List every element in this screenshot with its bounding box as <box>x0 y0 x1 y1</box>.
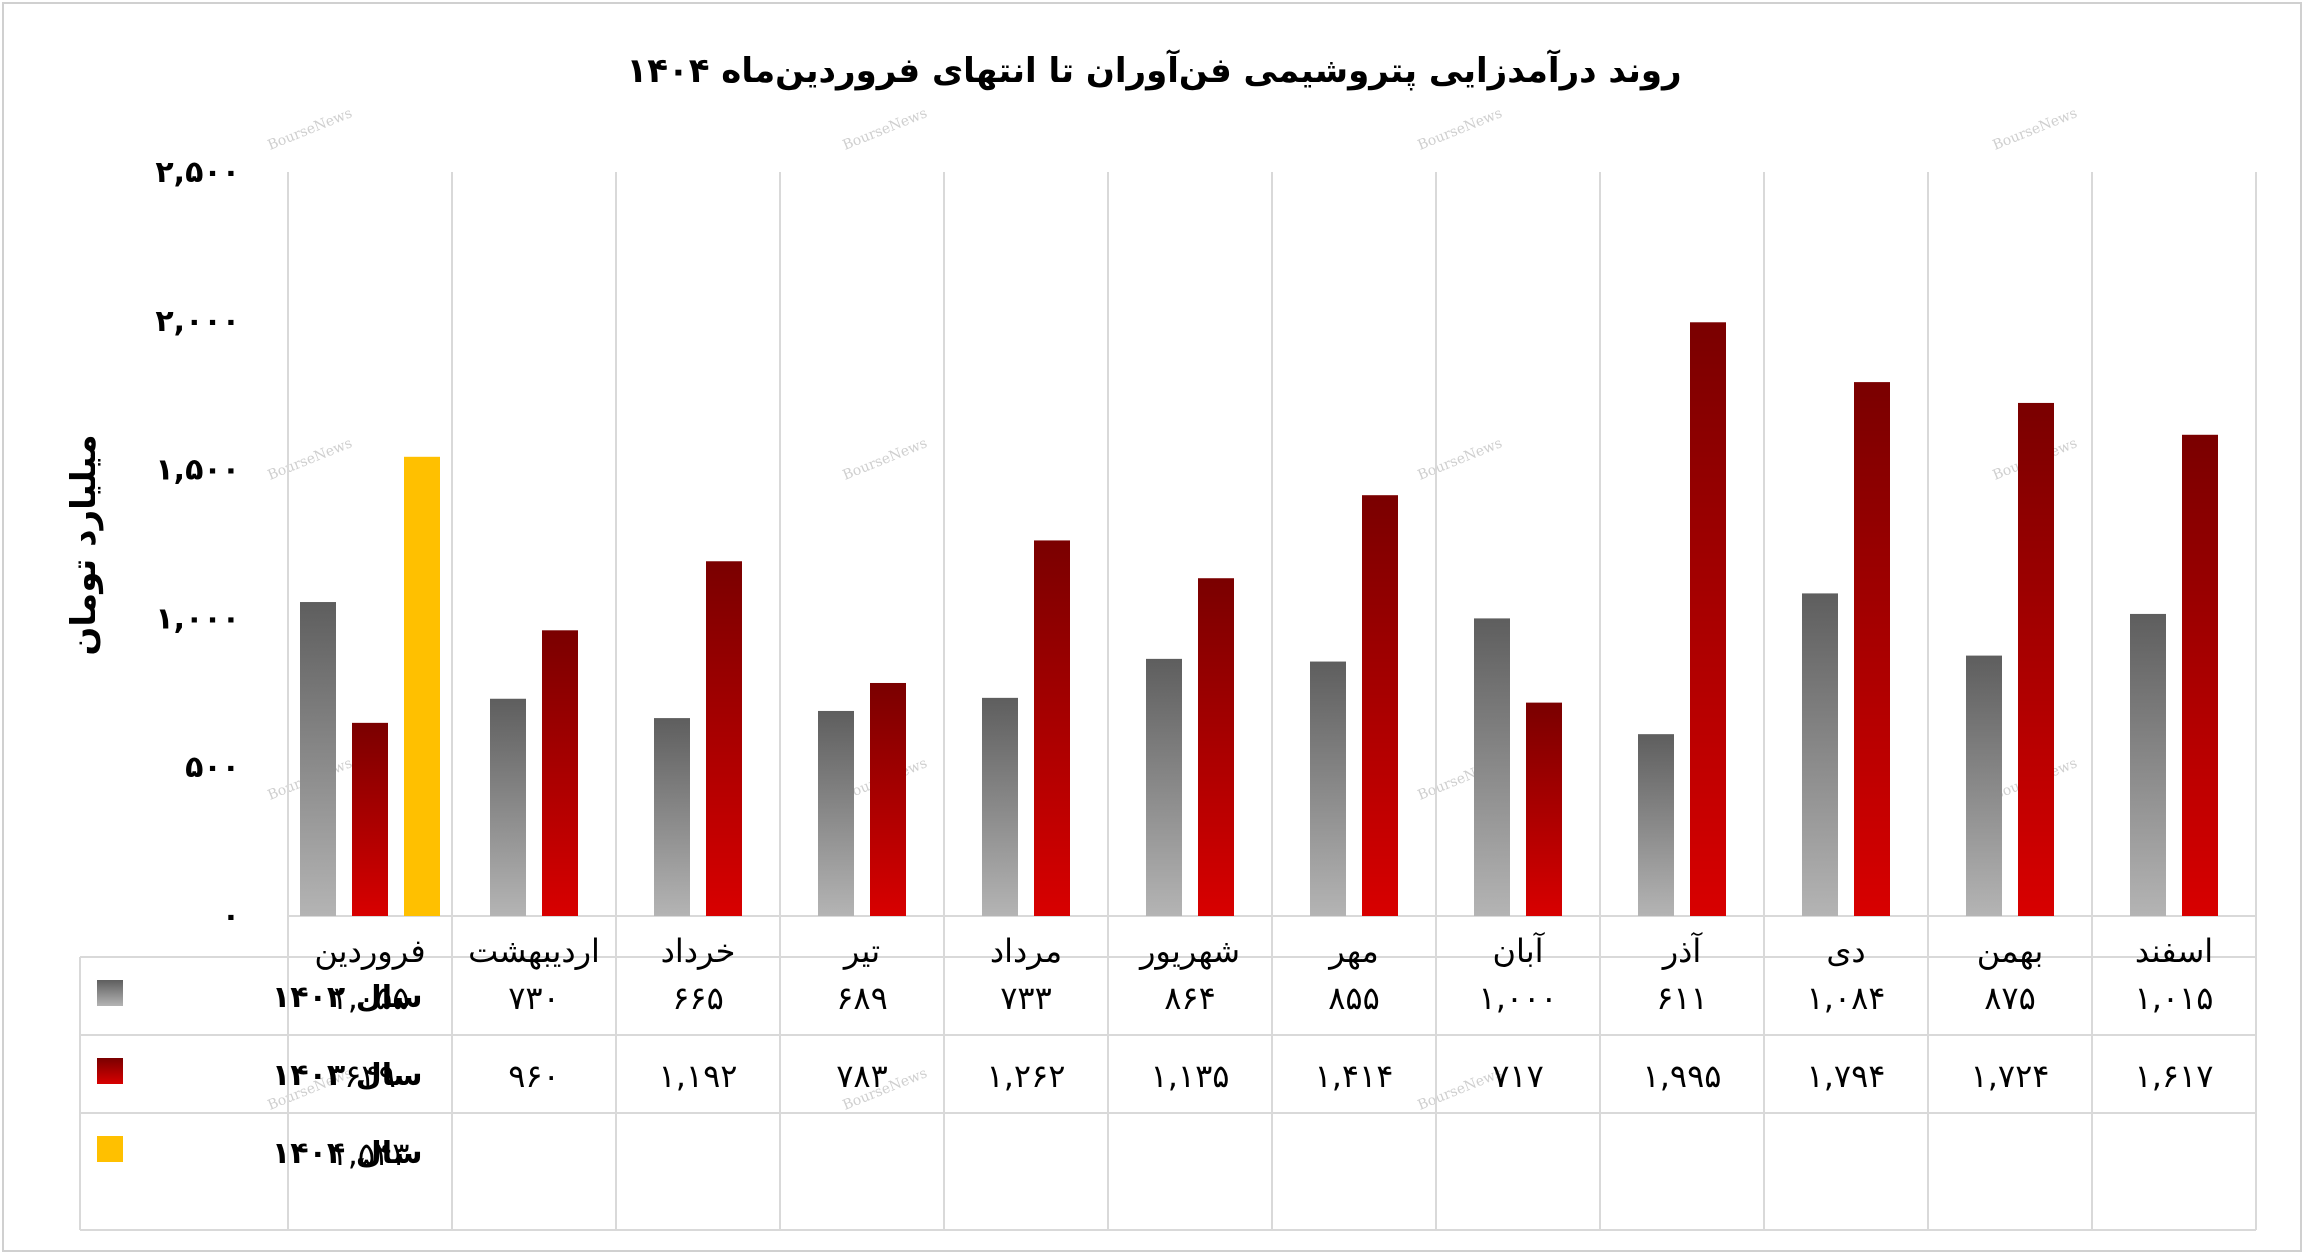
bar-0-10 <box>1966 656 2002 916</box>
y-axis-label: میلیارد تومان <box>64 434 104 655</box>
bar-1-4 <box>1034 540 1070 916</box>
bar-0-1 <box>490 699 526 916</box>
table-cell-0-10: ۸۷۵ <box>1984 979 2036 1017</box>
category-label: آبان <box>1492 931 1545 970</box>
bar-0-9 <box>1802 593 1838 916</box>
bar-0-11 <box>2130 614 2166 916</box>
table-cell-0-9: ۱,۰۸۴ <box>1807 979 1886 1017</box>
table-cell-0-2: ۶۶۵ <box>672 979 724 1017</box>
table-cell-1-5: ۱,۱۳۵ <box>1151 1057 1230 1095</box>
y-tick-label: ۲,۵۰۰ <box>155 155 240 190</box>
table-cell-1-9: ۱,۷۹۴ <box>1807 1057 1886 1095</box>
table-cell-1-2: ۱,۱۹۲ <box>659 1057 738 1095</box>
bar-1-0 <box>352 723 388 916</box>
bar-1-3 <box>870 683 906 916</box>
bar-0-4 <box>982 698 1018 916</box>
y-tick-label: ۰ <box>222 899 240 934</box>
bar-2-0 <box>404 457 440 916</box>
table-cell-1-3: ۷۸۳ <box>836 1057 888 1095</box>
watermark-text-4: BourseNews <box>266 435 355 483</box>
category-label: مهر <box>1327 932 1379 970</box>
table-cell-1-8: ۱,۹۹۵ <box>1643 1057 1722 1095</box>
y-axis-ticks: ۰ ۵۰۰ ۱,۰۰۰ ۱,۵۰۰ ۲,۰۰۰ ۲,۵۰۰ <box>155 155 240 934</box>
table-cell-0-1: ۷۳۰ <box>508 979 560 1017</box>
table-cell-0-0: ۱,۰۵۵ <box>331 979 410 1017</box>
y-tick-label: ۱,۵۰۰ <box>155 453 240 488</box>
table-cell-0-6: ۸۵۵ <box>1328 979 1380 1017</box>
table-cell-0-7: ۱,۰۰۰ <box>1479 979 1558 1017</box>
table-cell-1-0: ۶۴۹ <box>344 1057 396 1095</box>
bar-1-8 <box>1690 322 1726 916</box>
legend-swatch-0 <box>97 980 123 1006</box>
bar-1-5 <box>1198 578 1234 916</box>
bar-1-10 <box>2018 403 2054 916</box>
bar-1-6 <box>1362 495 1398 916</box>
table-cell-1-1: ۹۶۰ <box>508 1057 560 1095</box>
table-cell-1-11: ۱,۶۱۷ <box>2135 1057 2214 1095</box>
bar-1-7 <box>1526 703 1562 916</box>
bar-0-8 <box>1638 734 1674 916</box>
table-cell-0-4: ۷۳۳ <box>1000 979 1052 1017</box>
bars <box>300 322 2218 916</box>
category-label: اردیبهشت <box>468 932 600 970</box>
bar-0-6 <box>1310 662 1346 916</box>
category-label: خرداد <box>661 932 736 970</box>
watermark-text-3: BourseNews <box>1991 105 2080 153</box>
data-table: فروردین اردیبهشت خرداد تیر مرداد شهریور مهر آبا… <box>97 931 2213 1173</box>
watermark-text-5: BourseNews <box>841 435 930 483</box>
category-label: شهریور <box>1138 932 1240 970</box>
category-label: فروردین <box>314 932 425 970</box>
table-cell-0-8: ۶۱۱ <box>1656 979 1708 1017</box>
category-label: دی <box>1826 932 1865 970</box>
bar-0-0 <box>300 602 336 916</box>
bar-1-1 <box>542 630 578 916</box>
category-label: آذر <box>1661 931 1704 970</box>
watermark-text-0: BourseNews <box>266 105 355 153</box>
watermark-text-6: BourseNews <box>1416 435 1505 483</box>
legend-swatch-1 <box>97 1058 123 1084</box>
table-cell-1-6: ۱,۴۱۴ <box>1315 1057 1394 1095</box>
table-cell-0-3: ۶۸۹ <box>836 979 888 1017</box>
bar-1-2 <box>706 561 742 916</box>
category-label: اسفند <box>2135 932 2213 970</box>
watermark-text-1: BourseNews <box>841 105 930 153</box>
y-tick-label: ۱,۰۰۰ <box>155 601 240 636</box>
table-cell-1-4: ۱,۲۶۲ <box>987 1057 1066 1095</box>
category-label: مرداد <box>990 932 1062 970</box>
bar-1-11 <box>2182 435 2218 916</box>
category-label: بهمن <box>1977 932 2044 970</box>
table-cell-2-0: ۱,۵۴۳ <box>331 1135 410 1173</box>
watermark-text-14: BourseNews <box>1416 1065 1505 1113</box>
table-cell-1-10: ۱,۷۲۴ <box>1971 1057 2050 1095</box>
bar-0-2 <box>654 718 690 916</box>
bar-0-3 <box>818 711 854 916</box>
legend-swatch-2 <box>97 1136 123 1162</box>
table-cell-1-7: ۷۱۷ <box>1492 1057 1544 1095</box>
bar-0-5 <box>1146 659 1182 916</box>
chart-title: روند درآمدزایی پتروشیمی فن‌آوران تا انته… <box>626 49 1681 91</box>
y-tick-label: ۵۰۰ <box>185 750 240 785</box>
category-label: تیر <box>842 932 880 970</box>
bar-0-7 <box>1474 618 1510 916</box>
table-cell-0-11: ۱,۰۱۵ <box>2135 979 2214 1017</box>
table-cell-0-5: ۸۶۴ <box>1164 979 1216 1017</box>
bar-1-9 <box>1854 382 1890 916</box>
y-tick-label: ۲,۰۰۰ <box>155 304 240 339</box>
watermark-text-2: BourseNews <box>1416 105 1505 153</box>
